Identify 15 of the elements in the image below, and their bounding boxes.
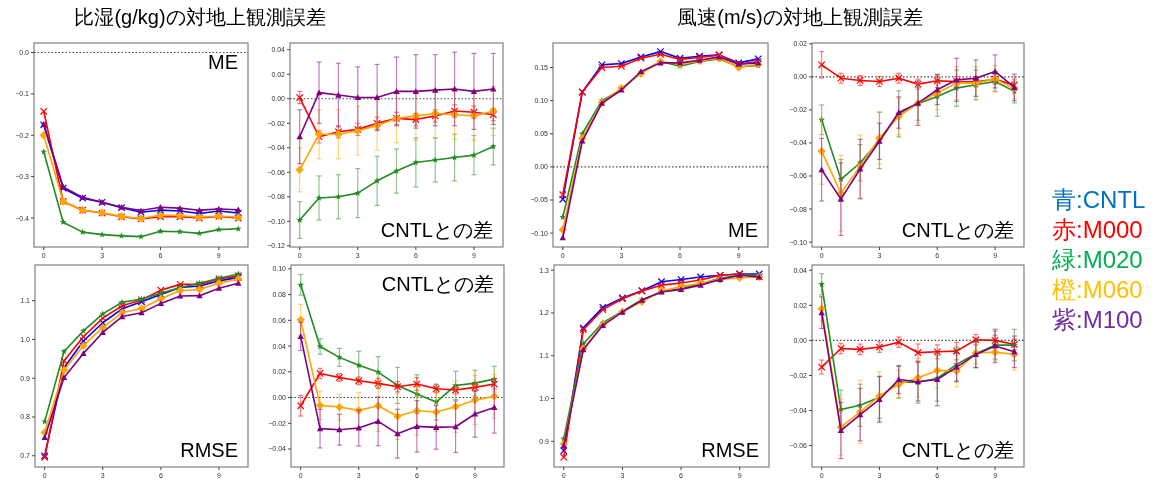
text: 橙:M060 xyxy=(1052,276,1143,303)
annotation: RMSE xyxy=(180,439,238,461)
annotation: RMSE xyxy=(701,439,759,461)
annotation: ME xyxy=(208,51,238,73)
chart-title: 風速(m/s)の対地上観測誤差 xyxy=(677,6,923,28)
text: 緑:M020 xyxy=(1051,246,1143,273)
annotation: CNTLとの差 xyxy=(380,219,493,241)
chart-title: 比湿(g/kg)の対地上観測誤差 xyxy=(74,6,326,28)
annotation: CNTLとの差 xyxy=(901,439,1014,461)
text: 青:CNTL xyxy=(1052,186,1146,213)
annotation: CNTLとの差 xyxy=(381,273,494,295)
annotation: CNTLとの差 xyxy=(901,219,1014,241)
annotation: ME xyxy=(728,219,758,241)
text: 赤:M000 xyxy=(1052,216,1143,243)
text: 紫:M100 xyxy=(1052,306,1143,333)
